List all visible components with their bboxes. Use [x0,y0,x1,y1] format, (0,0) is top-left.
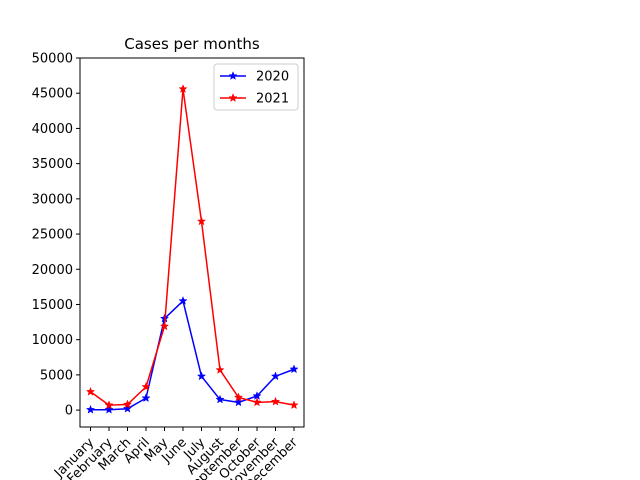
data-point [178,296,188,305]
data-point [196,216,207,226]
data-point [289,400,299,410]
y-tick-label: 10000 [32,333,73,348]
y-tick-label: 45000 [32,87,73,102]
legend: 2020 2021 [213,63,299,111]
y-tick-label: 15000 [32,298,73,313]
legend-label: 2020 [256,70,289,85]
data-point [178,84,188,93]
y-tick-label: 30000 [32,192,73,207]
y-tick-label: 35000 [32,157,73,172]
series-line [90,88,295,406]
chart-title: Cases per months [124,35,260,53]
data-point [141,393,151,403]
legend-label: 2021 [256,92,289,107]
series-2020 [85,296,299,414]
y-tick-label: 25000 [32,228,73,243]
data-point [122,403,133,413]
data-point [215,365,225,374]
series-layer [85,84,299,414]
data-point [289,364,299,374]
series-2021 [85,84,299,410]
data-point [85,404,96,414]
data-point [85,386,96,396]
data-point [141,381,151,391]
data-point [270,396,281,406]
x-axis: JanuaryFebruaryMarchAprilMayJuneJulyAugu… [51,427,301,480]
data-point [122,399,133,409]
data-point [159,321,170,331]
data-point [104,404,114,414]
data-point [215,394,225,404]
series-line [90,300,295,411]
y-axis: 0 5000 10000 15000 20000 25000 30000 35000 40000… [32,52,80,419]
y-tick-label: 20000 [32,263,73,278]
data-point [233,392,244,402]
data-point [252,397,262,407]
y-tick-label: 0 [65,404,73,419]
data-point [104,400,114,410]
plot-area [79,57,305,428]
y-tick-label: 50000 [32,52,73,67]
legend-marker [228,93,238,102]
legend-marker [228,71,238,80]
data-point [196,371,207,381]
data-point [270,371,281,381]
y-tick-label: 5000 [40,368,73,383]
data-point [233,397,244,407]
y-tick-label: 40000 [32,122,73,137]
